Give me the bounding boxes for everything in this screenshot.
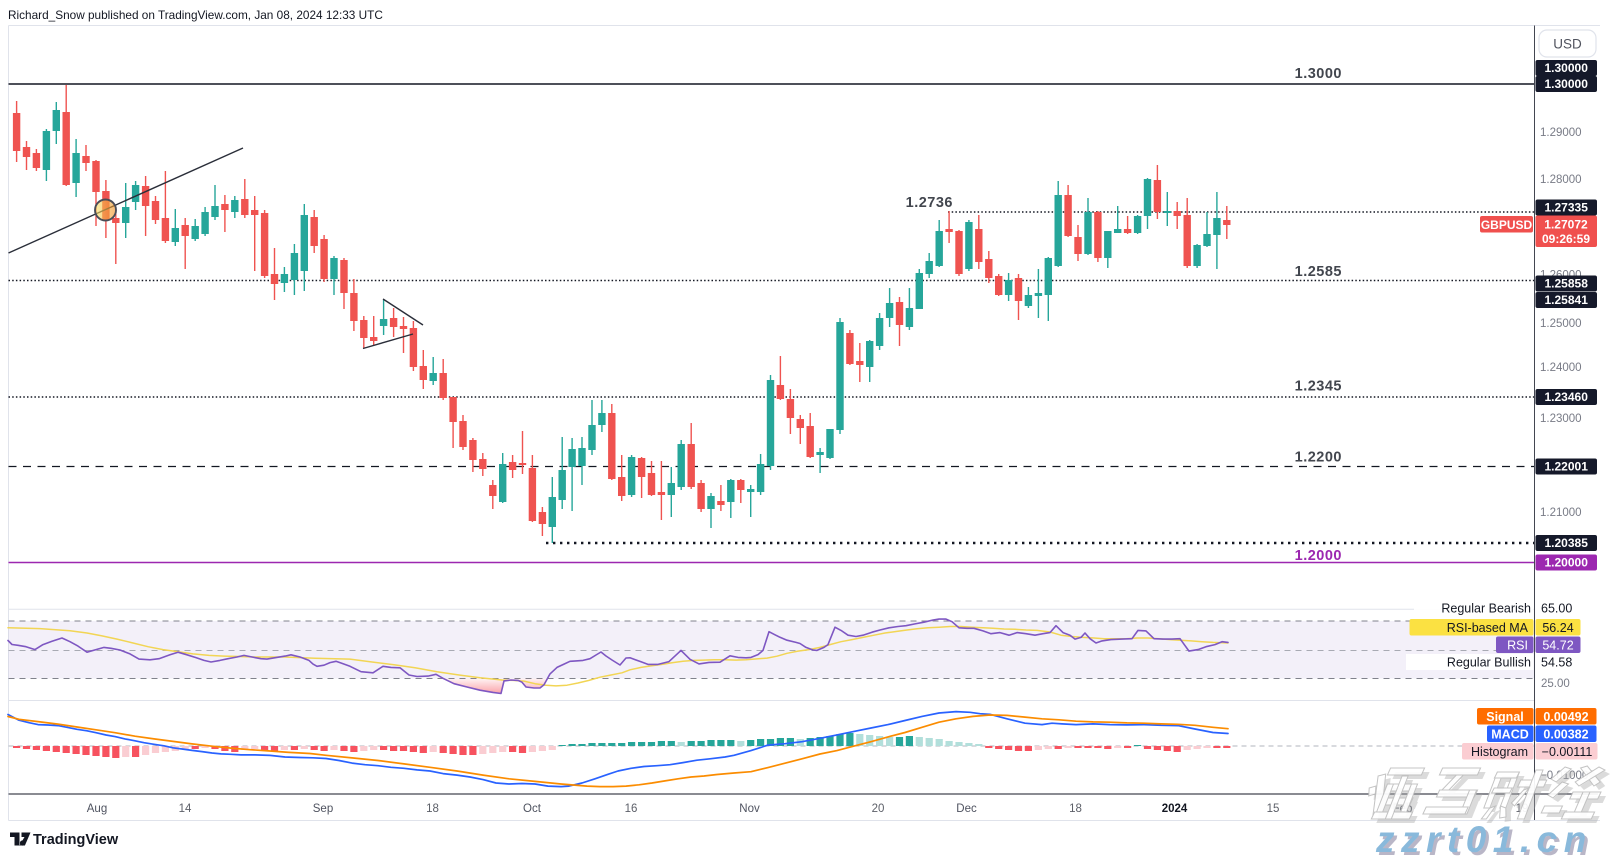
svg-text:1.3000: 1.3000 — [1295, 66, 1342, 82]
svg-text:15: 15 — [1267, 803, 1280, 815]
svg-text:Nov: Nov — [739, 803, 760, 815]
svg-text:Richard_Snow published on Trad: Richard_Snow published on TradingView.co… — [8, 8, 383, 22]
svg-text:RSI: RSI — [1507, 638, 1528, 652]
svg-text:1.2585: 1.2585 — [1295, 264, 1342, 280]
svg-text:TradingView: TradingView — [33, 832, 119, 848]
svg-text:1.2200: 1.2200 — [1295, 450, 1342, 466]
svg-text:Dec: Dec — [956, 803, 977, 815]
svg-text:Regular Bullish: Regular Bullish — [1447, 655, 1531, 669]
svg-text:−0.00111: −0.00111 — [1542, 745, 1593, 759]
svg-text:Signal: Signal — [1486, 710, 1524, 724]
svg-text:1.24000: 1.24000 — [1540, 362, 1582, 374]
svg-text:Oct: Oct — [523, 803, 542, 815]
svg-text:1.27072: 1.27072 — [1544, 218, 1588, 232]
svg-text:1.25000: 1.25000 — [1540, 318, 1582, 330]
svg-text:1.20385: 1.20385 — [1545, 536, 1589, 550]
svg-text:Aug: Aug — [87, 803, 107, 815]
svg-text:16: 16 — [625, 803, 638, 815]
svg-text:1.30000: 1.30000 — [1545, 77, 1589, 91]
svg-text:65.00: 65.00 — [1541, 601, 1572, 615]
svg-text:1.22001: 1.22001 — [1545, 460, 1589, 474]
svg-text:0.00492: 0.00492 — [1543, 710, 1588, 724]
svg-text:1.23460: 1.23460 — [1545, 390, 1589, 404]
svg-text:1.2736: 1.2736 — [906, 195, 953, 211]
svg-text:1.23000: 1.23000 — [1540, 413, 1582, 425]
svg-text:USD: USD — [1553, 37, 1582, 52]
svg-text:25.00: 25.00 — [1541, 678, 1570, 690]
svg-text:1.20000: 1.20000 — [1545, 556, 1589, 570]
svg-text:1.2345: 1.2345 — [1295, 379, 1342, 395]
svg-text:18: 18 — [426, 803, 439, 815]
svg-text:2024: 2024 — [1162, 803, 1188, 815]
svg-text:1.25841: 1.25841 — [1545, 293, 1589, 307]
svg-text:Regular Bearish: Regular Bearish — [1441, 601, 1531, 615]
svg-text:Histogram: Histogram — [1471, 745, 1528, 759]
svg-text:1.21000: 1.21000 — [1540, 507, 1582, 519]
svg-text:20: 20 — [872, 803, 885, 815]
svg-text:MACD: MACD — [1491, 727, 1529, 741]
svg-text:09:26:59: 09:26:59 — [1542, 232, 1590, 246]
svg-text:1.29000: 1.29000 — [1540, 127, 1582, 139]
svg-text:zzrt01.cn: zzrt01.cn — [1378, 822, 1596, 857]
svg-text:Sep: Sep — [313, 803, 333, 815]
svg-text:0.00382: 0.00382 — [1543, 727, 1588, 741]
svg-text:54.58: 54.58 — [1541, 655, 1572, 669]
svg-text:GBPUSD: GBPUSD — [1481, 218, 1533, 232]
svg-text:14: 14 — [179, 803, 192, 815]
svg-text:zzrt01.cn: zzrt01.cn — [1375, 819, 1593, 857]
svg-text:1.2000: 1.2000 — [1295, 548, 1342, 564]
svg-text:1.28000: 1.28000 — [1540, 174, 1582, 186]
svg-text:1.25858: 1.25858 — [1545, 277, 1589, 291]
svg-text:1.27335: 1.27335 — [1545, 201, 1589, 215]
svg-text:56.24: 56.24 — [1542, 621, 1573, 635]
svg-text:18: 18 — [1069, 803, 1082, 815]
svg-text:54.72: 54.72 — [1542, 638, 1573, 652]
svg-text:1.30000: 1.30000 — [1545, 61, 1589, 75]
svg-text:RSI-based MA: RSI-based MA — [1447, 621, 1529, 635]
